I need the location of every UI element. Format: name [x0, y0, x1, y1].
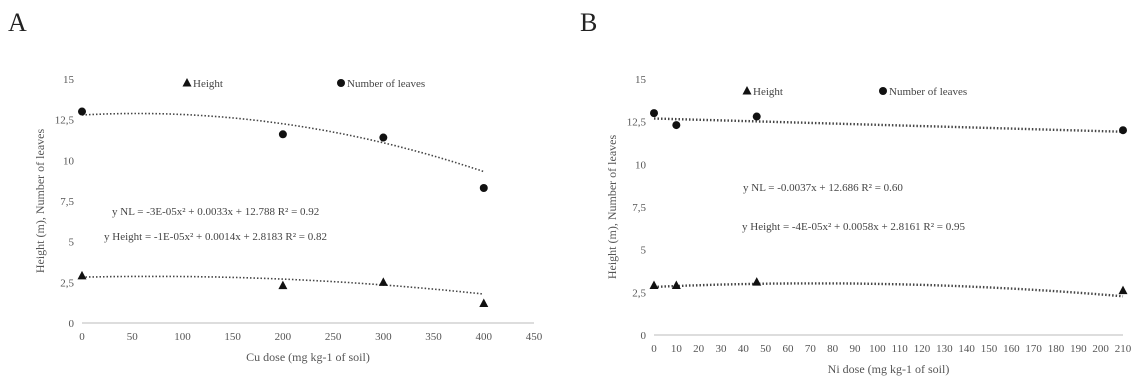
y-tick-label: 7,5 — [632, 202, 646, 214]
data-point — [77, 270, 87, 280]
x-axis-title: Ni dose (mg kg-1 of soil) — [828, 362, 950, 376]
y-tick-label: 10 — [63, 155, 75, 167]
x-tick-label: 350 — [425, 331, 442, 343]
x-tick-label: 50 — [127, 331, 139, 343]
legend-label-1: Number of leaves — [889, 86, 967, 98]
y-tick-label: 2,5 — [632, 287, 646, 299]
data-point — [752, 277, 762, 286]
equation-annotation: y NL = -0.0037x + 12.686 R² = 0.60 — [743, 182, 903, 194]
legend-marker-0 — [182, 78, 192, 87]
y-tick-label: 10 — [635, 159, 647, 171]
y-tick-label: 15 — [63, 74, 75, 86]
equation-annotation: y Height = -1E-05x² + 0.0014x + 2.8183 R… — [104, 231, 327, 243]
x-tick-label: 50 — [760, 343, 772, 355]
y-tick-label: 2,5 — [60, 277, 74, 289]
data-point — [278, 130, 287, 139]
x-tick-label: 160 — [1003, 343, 1020, 355]
data-point — [479, 298, 489, 307]
legend-marker-1 — [337, 79, 345, 87]
x-tick-label: 60 — [783, 343, 795, 355]
equation-annotation: y Height = -4E-05x² + 0.0058x + 2.8161 R… — [742, 221, 965, 233]
x-tick-label: 200 — [275, 331, 292, 343]
y-tick-label: 5 — [641, 245, 647, 257]
x-tick-label: 180 — [1048, 343, 1065, 355]
panel-b-label: B — [580, 8, 598, 37]
data-point — [649, 280, 659, 290]
trend-line-1 — [81, 112, 485, 173]
x-tick-label: 10 — [671, 343, 683, 355]
x-tick-label: 20 — [693, 343, 705, 355]
data-point — [78, 107, 86, 116]
x-tick-label: 200 — [1092, 343, 1109, 355]
trend-line-0 — [81, 275, 484, 295]
x-tick-label: 90 — [850, 343, 862, 355]
x-tick-label: 120 — [914, 343, 931, 355]
x-tick-label: 140 — [958, 343, 975, 355]
x-tick-label: 150 — [224, 331, 241, 343]
data-point — [671, 280, 681, 290]
x-tick-label: 130 — [936, 343, 953, 355]
y-tick-label: 12,5 — [627, 117, 647, 129]
x-axis-title: Cu dose (mg kg-1 of soil) — [246, 350, 370, 364]
y-axis-title: Height (m), Number of leaves — [605, 135, 619, 280]
equation-annotation: y NL = -3E-05x² + 0.0033x + 12.788 R² = … — [112, 206, 319, 218]
data-point — [379, 133, 388, 142]
legend-label-0: Height — [193, 78, 223, 90]
y-tick-label: 5 — [69, 237, 75, 249]
y-tick-label: 7,5 — [60, 196, 74, 208]
x-tick-label: 300 — [375, 331, 392, 343]
x-tick-label: 450 — [526, 331, 543, 343]
y-tick-label: 0 — [69, 318, 75, 330]
x-tick-label: 190 — [1070, 343, 1087, 355]
data-point — [650, 109, 658, 118]
trend-line-0 — [653, 282, 1124, 298]
trend-line-1 — [653, 117, 1124, 133]
data-point — [479, 183, 488, 192]
x-tick-label: 0 — [79, 331, 85, 343]
legend-label-1: Number of leaves — [347, 78, 425, 90]
x-tick-label: 170 — [1025, 343, 1042, 355]
x-tick-label: 80 — [827, 343, 839, 355]
x-tick-label: 70 — [805, 343, 817, 355]
x-tick-label: 100 — [174, 331, 191, 343]
data-point — [752, 112, 761, 121]
x-tick-label: 30 — [716, 343, 728, 355]
x-tick-label: 210 — [1115, 343, 1132, 355]
legend-marker-1 — [879, 87, 887, 95]
x-tick-label: 150 — [981, 343, 998, 355]
data-point — [278, 280, 288, 290]
data-point — [672, 121, 681, 130]
data-point — [1119, 126, 1127, 135]
data-point — [1118, 285, 1128, 295]
panel-a-label: A — [8, 8, 27, 37]
x-tick-label: 100 — [869, 343, 886, 355]
y-tick-label: 0 — [641, 330, 647, 342]
x-tick-label: 0 — [651, 343, 657, 355]
x-tick-label: 110 — [892, 343, 909, 355]
y-tick-label: 12,5 — [55, 115, 75, 127]
legend-marker-0 — [742, 86, 752, 95]
x-tick-label: 400 — [476, 331, 493, 343]
y-axis-title: Height (m), Number of leaves — [33, 129, 47, 274]
y-tick-label: 15 — [635, 74, 647, 86]
x-tick-label: 250 — [325, 331, 342, 343]
data-point — [378, 277, 388, 286]
x-tick-label: 40 — [738, 343, 750, 355]
legend-label-0: Height — [753, 86, 783, 98]
